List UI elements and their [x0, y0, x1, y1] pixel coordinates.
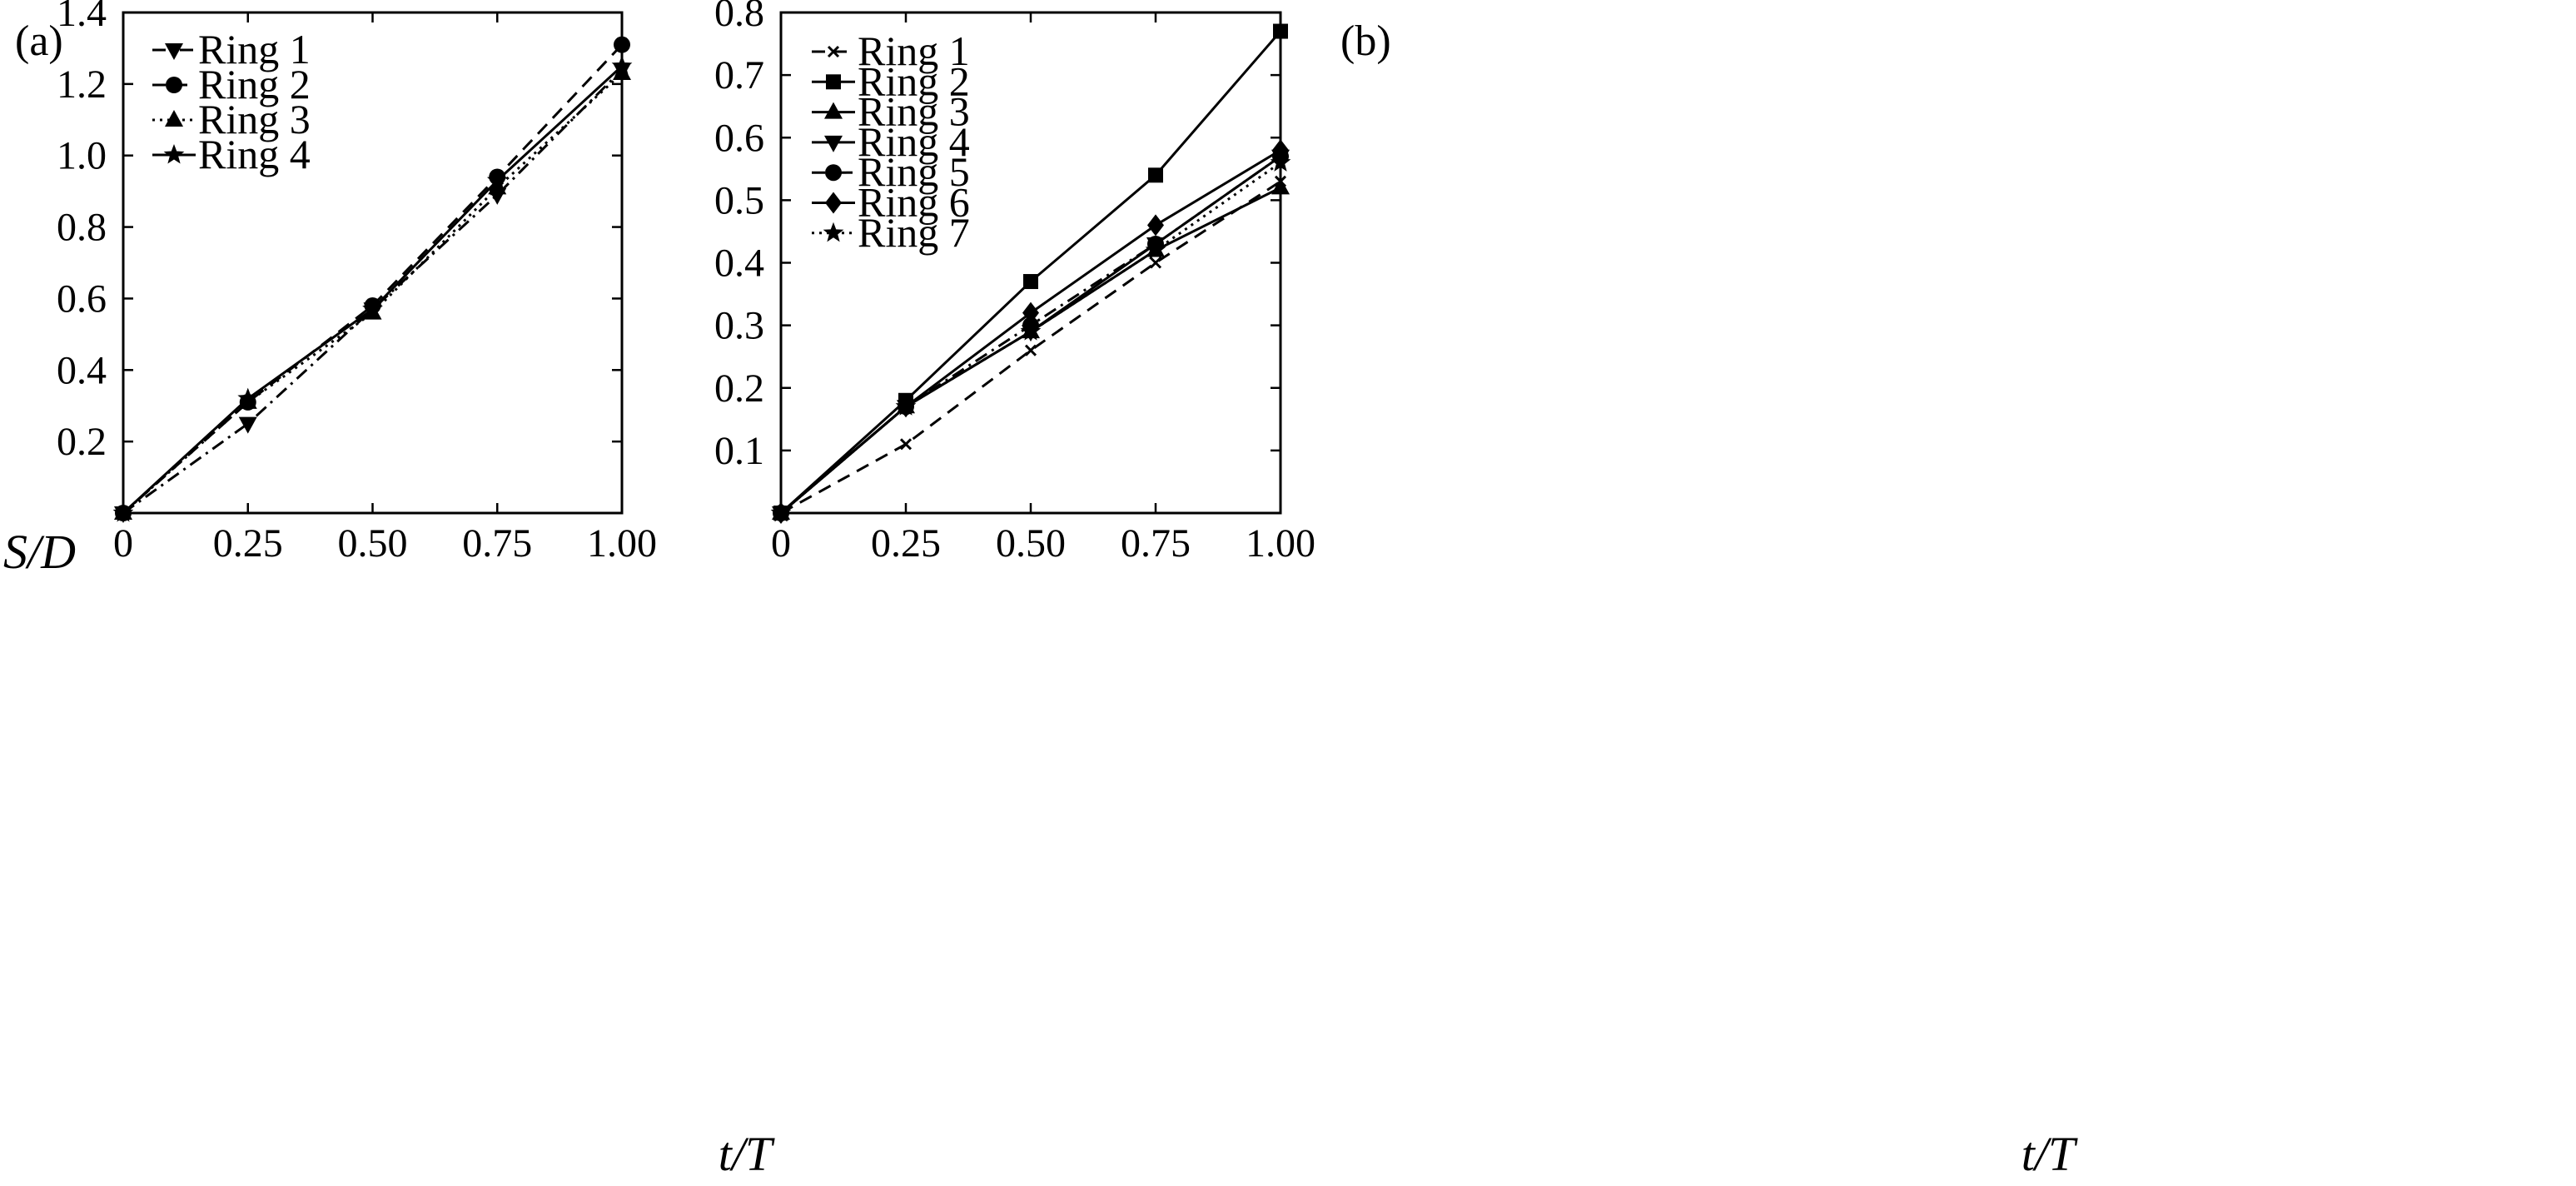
series-ring-7: [770, 152, 1291, 522]
panel-a-label: (a): [15, 17, 63, 65]
series-ring-4: [112, 55, 633, 522]
y-tick-label: 0.2: [57, 420, 107, 464]
panel-a-x-axis-label: t/T: [719, 1127, 775, 1181]
data-point: [112, 502, 134, 522]
legend-entry-label: Ring 1: [198, 26, 311, 72]
x-tick-label: 0.50: [338, 521, 408, 566]
data-point: [238, 416, 257, 434]
y-tick-label: 1.4: [57, 0, 107, 35]
series-ring-6: [773, 139, 1289, 524]
legend-entry-label: Ring 4: [198, 131, 311, 177]
y-tick-label: 1.2: [57, 62, 107, 107]
legend-marker: [166, 77, 182, 93]
data-point: [895, 396, 917, 416]
data-point: [1149, 257, 1162, 269]
plot-frame: [779, 11, 1282, 515]
y-tick-label: 1.0: [57, 134, 107, 178]
y-tick-label: 0.7: [714, 53, 764, 97]
series-line: [780, 180, 1281, 515]
x-tick-label: 1.00: [587, 521, 657, 566]
series-line: [779, 30, 1282, 515]
data-point: [1273, 23, 1288, 39]
data-point: [1020, 321, 1042, 341]
series-ring-1: [114, 62, 631, 523]
x-tick-label: 0.25: [213, 521, 283, 566]
data-point: [1270, 152, 1291, 172]
data-point: [1022, 301, 1039, 324]
legend-marker: [163, 144, 185, 164]
data-point: [237, 387, 259, 408]
legend-marker: [827, 45, 840, 58]
data-point: [1024, 344, 1037, 356]
data-point: [486, 169, 508, 190]
x-tick-label: 0.75: [462, 521, 532, 566]
x-tick-label: 0.75: [1121, 521, 1191, 566]
data-point: [770, 502, 792, 522]
legend-entry-label: Ring 2: [858, 57, 970, 104]
data-point: [613, 62, 631, 80]
data-point: [611, 55, 633, 75]
legend-entry-label: Ring 6: [858, 179, 970, 226]
panel-b-x-axis-label: t/T: [2022, 1127, 2078, 1181]
y-tick-label: 0.2: [714, 366, 764, 411]
legend-marker: [824, 135, 843, 152]
legend-entry-label: Ring 3: [198, 96, 311, 142]
x-tick-label: 1.00: [1246, 521, 1315, 566]
data-point: [488, 177, 507, 195]
x-tick-label: 0.25: [871, 521, 941, 566]
data-point: [1272, 139, 1289, 162]
data-point: [1023, 274, 1038, 290]
y-tick-label: 0.4: [714, 242, 764, 286]
y-tick-label: 0.6: [57, 277, 107, 321]
data-point: [899, 438, 913, 451]
legend-marker: [823, 222, 844, 242]
legend-marker: [165, 110, 183, 127]
panel-a-y-axis-label: S/D: [3, 525, 76, 579]
panel-b-label: (b): [1340, 17, 1391, 65]
y-tick-label: 0.8: [57, 206, 107, 250]
y-tick-label: 0.5: [714, 178, 764, 222]
data-point: [1148, 167, 1163, 183]
data-point: [614, 36, 630, 53]
y-tick-label: 0.3: [714, 304, 764, 348]
data-point: [1147, 214, 1164, 237]
y-tick-label: 0.6: [714, 116, 764, 160]
y-tick-label: 0.4: [57, 348, 107, 392]
legend-entry-label: Ring 3: [858, 88, 970, 135]
legend-entry-label: Ring 4: [858, 118, 970, 165]
legend-marker: [825, 192, 842, 214]
legend-entry-label: Ring 5: [858, 148, 970, 195]
data-point: [1145, 239, 1166, 259]
panel-b: (b) t/T 0 0.25 0.50 0.75 1.00 0.1 0.2 0.3 0.4 0.5…: [714, 0, 2078, 1181]
legend-entry-label: Ring 2: [198, 61, 311, 107]
data-point: [362, 298, 383, 318]
legend-entry-label: Ring 1: [858, 27, 970, 74]
series-line: [780, 162, 1281, 515]
legend-marker: [826, 74, 841, 90]
y-tick-label: 0.8: [714, 0, 764, 35]
data-point: [1271, 177, 1290, 195]
series-line: [122, 43, 624, 515]
series-ring-1: [774, 175, 1287, 520]
x-tick-label: 0: [113, 521, 133, 566]
legend-entry-label: Ring 7: [858, 209, 970, 256]
legend-marker: [165, 43, 183, 60]
y-tick-label: 0.1: [714, 429, 764, 473]
x-tick-label: 0.50: [996, 521, 1066, 566]
panel-a: (a) S/D t/T 0 0.25 0.50 0.75 1.00 0.2 0.4 0.6 0.…: [3, 0, 775, 1181]
legend-marker: [825, 164, 842, 182]
legend-marker: [824, 102, 843, 119]
series-ring-2: [773, 23, 1288, 521]
x-tick-label: 0: [771, 521, 791, 566]
